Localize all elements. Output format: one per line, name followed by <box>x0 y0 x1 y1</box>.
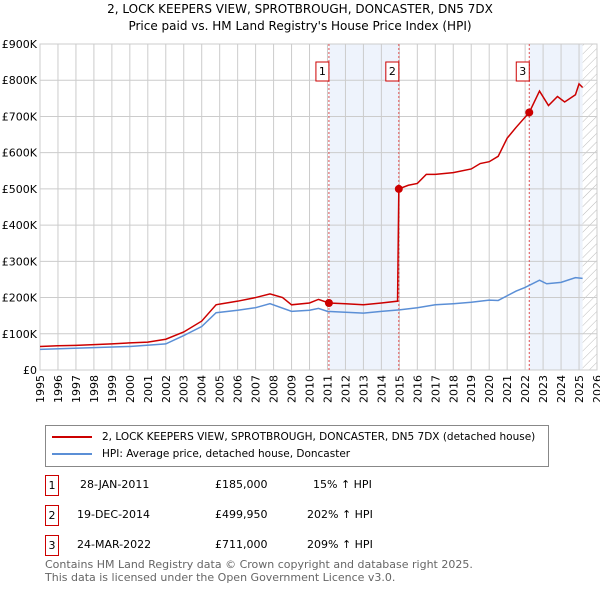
x-tick-label: 2023 <box>537 375 550 403</box>
sale-price: £711,000 <box>215 538 268 551</box>
sale-date: 19-DEC-2014 <box>77 508 151 521</box>
series-line <box>39 276 583 351</box>
x-tick-label: 2022 <box>519 375 532 403</box>
y-tick-label: £800K <box>2 74 38 87</box>
sale-badge: 2 <box>45 505 59 526</box>
x-tick-label: 2000 <box>124 375 137 403</box>
x-tick-label: 2009 <box>286 375 299 403</box>
y-tick-label: £600K <box>2 147 38 160</box>
y-tick-label: £300K <box>2 255 38 268</box>
x-tick-label: 2018 <box>447 375 460 403</box>
sale-date: 24-MAR-2022 <box>77 538 152 551</box>
y-tick-label: £0 <box>23 364 37 377</box>
legend-swatch-red <box>52 436 92 438</box>
x-tick-label: 1996 <box>52 375 65 403</box>
sale-label-box <box>515 61 530 82</box>
legend: 2, LOCK KEEPERS VIEW, SPROTBROUGH, DONCA… <box>45 425 549 467</box>
x-tick-label: 2014 <box>375 375 388 403</box>
x-tick-label: 2017 <box>429 375 442 403</box>
x-tick-label: 2011 <box>321 375 334 403</box>
sale-hpi-change: 202% ↑ HPI <box>307 508 373 521</box>
x-tick-label: 2001 <box>142 375 155 403</box>
x-tick-label: 2026 <box>591 375 600 403</box>
legend-item-property: 2, LOCK KEEPERS VIEW, SPROTBROUGH, DONCA… <box>52 431 535 443</box>
x-tick-label: 2010 <box>304 375 317 403</box>
x-tick-label: 2007 <box>250 375 263 403</box>
x-tick-label: 1998 <box>88 375 101 403</box>
x-tick-label: 1999 <box>106 375 119 403</box>
x-tick-label: 2004 <box>196 375 209 403</box>
y-tick-label: £400K <box>2 219 38 232</box>
footer: Contains HM Land Registry data © Crown c… <box>45 558 473 584</box>
x-tick-label: 2012 <box>339 375 352 403</box>
legend-item-hpi: HPI: Average price, detached house, Donc… <box>52 448 350 460</box>
series-line <box>39 82 584 348</box>
sale-row: 1 28-JAN-2011 £185,000 15% ↑ HPI <box>45 475 445 496</box>
sale-label: 1 <box>319 65 326 78</box>
sale-row: 3 24-MAR-2022 £711,000 209% ↑ HPI <box>45 535 445 556</box>
sale-point <box>394 184 403 193</box>
sale-price: £499,950 <box>215 508 268 521</box>
sale-hpi-change: 15% ↑ HPI <box>313 478 372 491</box>
footer-line: Contains HM Land Registry data © Crown c… <box>45 558 473 571</box>
y-tick-label: £500K <box>2 183 38 196</box>
sale-badge: 3 <box>45 535 59 556</box>
x-tick-label: 2025 <box>573 375 586 403</box>
sale-price: £185,000 <box>215 478 268 491</box>
future-hatch <box>582 44 597 370</box>
plot-border <box>39 43 598 371</box>
shaded-period <box>529 44 583 370</box>
sale-date: 28-JAN-2011 <box>80 478 150 491</box>
x-tick-label: 2019 <box>465 375 478 403</box>
sale-label: 3 <box>519 65 526 78</box>
x-tick-label: 2016 <box>411 375 424 403</box>
x-tick-label: 2015 <box>393 375 406 403</box>
x-tick-label: 2003 <box>178 375 191 403</box>
y-tick-label: £200K <box>2 292 38 305</box>
sale-point <box>525 108 534 117</box>
chart-plot: 1995 1996 1997 1998 1999 2000 2001 2002 2003 2004… <box>2 38 600 403</box>
y-tick-label: £900K <box>2 38 38 51</box>
x-tick-label: 2020 <box>483 375 496 403</box>
y-tick-label: £100K <box>2 328 38 341</box>
chart-subtitle: Price paid vs. HM Land Registry's House … <box>128 19 472 33</box>
x-tick-label: 2021 <box>501 375 514 403</box>
sale-label: 2 <box>389 65 396 78</box>
x-tick-label: 1995 <box>34 375 47 403</box>
chart-title: 2, LOCK KEEPERS VIEW, SPROTBROUGH, DONCA… <box>107 2 493 16</box>
legend-swatch-blue <box>52 453 92 455</box>
sale-badge: 1 <box>45 475 59 496</box>
legend-label: 2, LOCK KEEPERS VIEW, SPROTBROUGH, DONCA… <box>102 431 536 443</box>
x-tick-label: 2002 <box>160 375 173 403</box>
x-tick-label: 2024 <box>555 375 568 403</box>
footer-line: This data is licensed under the Open Gov… <box>45 571 396 584</box>
x-tick-label: 1997 <box>70 375 83 403</box>
x-tick-label: 2006 <box>232 375 245 403</box>
sale-hpi-change: 209% ↑ HPI <box>307 538 373 551</box>
sale-row: 2 19-DEC-2014 £499,950 202% ↑ HPI <box>45 505 445 526</box>
sale-label-box <box>315 61 330 82</box>
y-tick-label: £700K <box>2 110 38 123</box>
legend-label: HPI: Average price, detached house, Donc… <box>102 448 351 460</box>
x-tick-label: 2005 <box>214 375 227 403</box>
sale-label-box <box>385 61 400 82</box>
x-tick-label: 2013 <box>357 375 370 403</box>
sale-point <box>324 298 333 307</box>
x-tick-label: 2008 <box>268 375 281 403</box>
